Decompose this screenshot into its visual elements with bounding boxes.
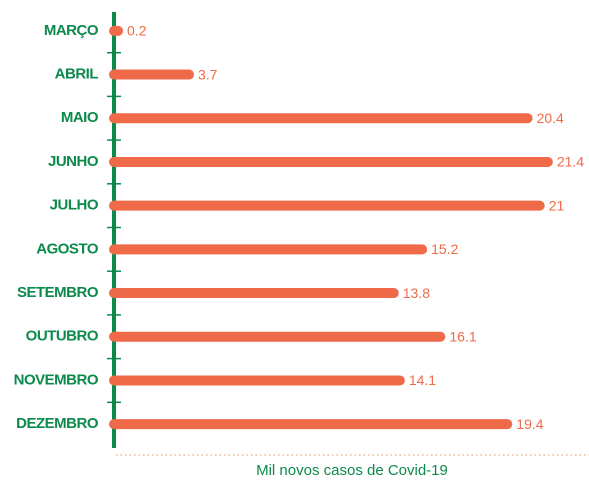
value-label: 16.1 xyxy=(449,328,476,344)
category-label: NOVEMBRO xyxy=(14,371,99,388)
category-label: MARÇO xyxy=(44,22,99,39)
category-label: ABRIL xyxy=(55,66,99,83)
value-label: 13.8 xyxy=(403,285,430,301)
x-axis-label: Mil novos casos de Covid-19 xyxy=(256,462,448,479)
value-label: 21 xyxy=(549,197,565,213)
value-label: 15.2 xyxy=(431,241,458,257)
value-label: 21.4 xyxy=(557,154,584,170)
category-label: JULHO xyxy=(50,197,99,214)
value-label: 3.7 xyxy=(198,66,218,82)
category-label: DEZEMBRO xyxy=(16,415,99,432)
category-label: SETEMBRO xyxy=(17,284,99,301)
category-label: JUNHO xyxy=(48,153,99,170)
value-label: 19.4 xyxy=(516,416,543,432)
category-label: MAIO xyxy=(61,109,99,126)
value-label: 14.1 xyxy=(409,372,436,388)
category-label: OUTUBRO xyxy=(26,328,99,345)
value-label: 0.2 xyxy=(127,23,147,39)
value-label: 20.4 xyxy=(537,110,564,126)
category-label: AGOSTO xyxy=(36,240,99,257)
